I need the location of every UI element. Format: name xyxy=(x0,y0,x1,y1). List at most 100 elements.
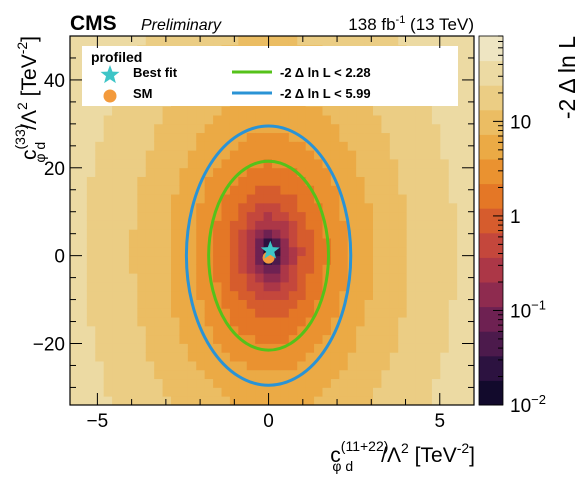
heatmap-cell xyxy=(314,159,323,169)
heatmap-cell xyxy=(272,176,281,186)
heatmap-cell xyxy=(78,273,88,283)
heatmap-cell xyxy=(154,238,163,248)
heatmap-cell xyxy=(255,185,264,195)
heatmap-cell xyxy=(272,246,281,257)
heatmap-cell xyxy=(431,273,441,283)
heatmap-cell xyxy=(406,396,416,406)
heatmap-cell xyxy=(120,299,130,309)
heatmap-cell xyxy=(423,159,433,169)
heatmap-cell xyxy=(137,106,147,116)
heatmap-cell xyxy=(162,361,172,371)
heatmap-cell xyxy=(465,71,475,81)
heatmap-cell xyxy=(154,343,163,353)
heatmap-cell xyxy=(263,141,273,151)
heatmap-cell xyxy=(415,325,424,336)
heatmap-cell xyxy=(112,378,121,388)
heatmap-cell xyxy=(322,123,332,134)
heatmap-cell xyxy=(255,273,264,283)
heatmap-cell xyxy=(263,387,273,397)
heatmap-cell xyxy=(120,36,130,46)
heatmap-cell xyxy=(221,325,231,336)
heatmap-cell xyxy=(297,396,307,406)
heatmap-cell xyxy=(314,361,323,371)
heatmap-cell xyxy=(246,334,256,344)
heatmap-cell xyxy=(431,396,441,406)
heatmap-cell xyxy=(229,167,239,177)
heatmap-cell xyxy=(246,264,256,274)
heatmap-cell xyxy=(389,159,399,169)
heatmap-cell xyxy=(465,334,475,344)
heatmap-cell xyxy=(423,185,433,195)
heatmap-cell xyxy=(347,167,357,177)
heatmap-cell xyxy=(145,246,155,257)
heatmap-cell xyxy=(305,36,315,46)
heatmap-cell xyxy=(154,317,163,327)
heatmap-cell xyxy=(128,123,138,134)
heatmap-cell xyxy=(112,167,121,177)
heatmap-cell xyxy=(187,387,197,397)
heatmap-cell xyxy=(431,238,441,248)
heatmap-cell xyxy=(347,211,357,221)
heatmap-cell xyxy=(86,325,96,336)
heatmap-cell xyxy=(314,229,323,239)
heatmap-cell xyxy=(238,211,248,221)
heatmap-cell xyxy=(196,290,206,300)
heatmap-cell xyxy=(288,317,298,327)
heatmap-cell xyxy=(204,211,214,221)
heatmap-cell xyxy=(280,387,290,397)
heatmap-cell xyxy=(305,255,315,265)
heatmap-cell xyxy=(448,264,458,274)
heatmap-cell xyxy=(297,185,307,195)
heatmap-cell xyxy=(196,343,206,353)
luminosity-label: 138 fb-1 (13 TeV) xyxy=(348,14,474,34)
heatmap-cell xyxy=(86,202,96,213)
heatmap-cell xyxy=(297,264,307,274)
heatmap-cell xyxy=(440,238,450,248)
heatmap-cell xyxy=(70,202,79,213)
heatmap-cell xyxy=(305,167,315,177)
heatmap-cell xyxy=(162,211,172,221)
heatmap-cell xyxy=(120,396,130,406)
heatmap-cell xyxy=(137,343,147,353)
heatmap-cell xyxy=(221,308,231,318)
heatmap-cell xyxy=(187,150,197,160)
heatmap-cell xyxy=(70,123,79,134)
heatmap-cell xyxy=(221,36,231,46)
heatmap-cell xyxy=(246,176,256,186)
heatmap-cell xyxy=(280,106,290,116)
color-bar-segment xyxy=(479,380,503,406)
heatmap-cell xyxy=(238,352,248,362)
heatmap-cell xyxy=(356,282,365,292)
heatmap-cell xyxy=(364,264,374,274)
heatmap-cell xyxy=(187,229,197,239)
heatmap-cell xyxy=(86,255,96,265)
heatmap-cell xyxy=(263,308,273,318)
heatmap-cell xyxy=(389,202,399,213)
heatmap-cell xyxy=(95,194,105,204)
heatmap-cell xyxy=(364,36,374,46)
heatmap-cell xyxy=(154,334,163,344)
heatmap-cell xyxy=(339,343,349,353)
heatmap-cell xyxy=(347,387,357,397)
heatmap-cell xyxy=(339,361,349,371)
best-fit-marker xyxy=(260,240,280,259)
heatmap-cell xyxy=(440,369,450,380)
heatmap-cell xyxy=(78,115,88,125)
heatmap-cell xyxy=(423,387,433,397)
heatmap-cell xyxy=(381,246,391,257)
experiment-label: CMS xyxy=(70,12,117,35)
heatmap-cell xyxy=(364,132,374,142)
heatmap-cell xyxy=(423,150,433,160)
heatmap-cell xyxy=(381,220,391,230)
heatmap-cell xyxy=(415,176,424,186)
heatmap-cell xyxy=(448,106,458,116)
heatmap-cell xyxy=(120,106,130,116)
heatmap-cell xyxy=(78,220,88,230)
heatmap-cell xyxy=(356,159,365,169)
heatmap-cell xyxy=(86,229,96,239)
heatmap-cell xyxy=(373,159,382,169)
heatmap-cell xyxy=(423,299,433,309)
heatmap-cell xyxy=(70,378,79,388)
heatmap-cell xyxy=(171,185,180,195)
heatmap-cell xyxy=(398,299,408,309)
